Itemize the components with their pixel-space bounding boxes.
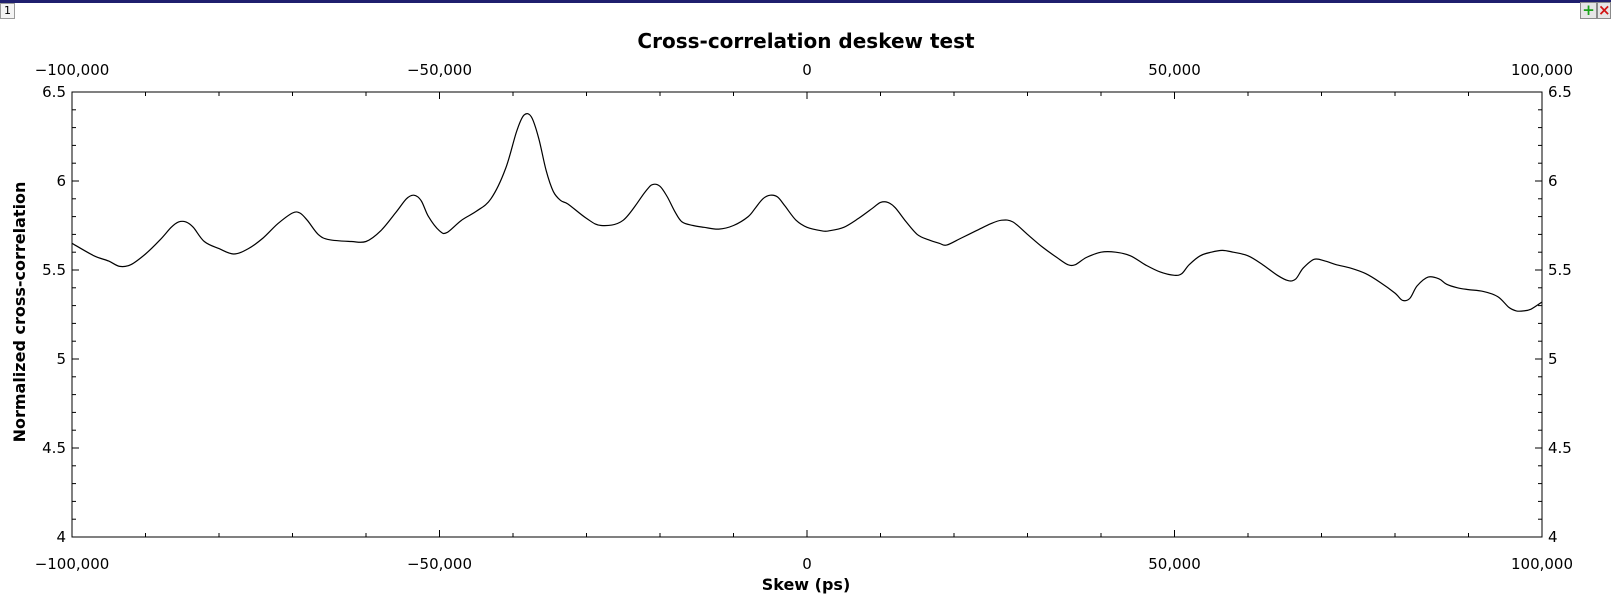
plus-icon[interactable]: + [1580, 2, 1597, 19]
y-tick-label-right: 4 [1548, 528, 1558, 546]
tab-number-badge[interactable]: 1 [0, 3, 15, 19]
x-tick-label-bottom: 0 [802, 555, 812, 573]
x-tick-label-top: −100,000 [35, 61, 110, 79]
x-tick-label-bottom: 100,000 [1511, 555, 1573, 573]
y-tick-label-right: 5 [1548, 350, 1558, 368]
y-tick-label-left: 5.5 [42, 261, 66, 279]
y-tick-label-left: 4.5 [42, 439, 66, 457]
y-tick-label-right: 4.5 [1548, 439, 1572, 457]
y-axis-title: Normalized cross-correlation [10, 182, 29, 443]
series-line [71, 113, 1543, 312]
axis-tick-labels: −100,000 −100,000 −50,000 −50,000 0 0 50,000 50… [35, 61, 1573, 573]
chart-title: Cross-correlation deskew test [637, 29, 975, 53]
y-tick-label-left: 6.5 [42, 83, 66, 101]
y-tick-label-left: 6 [56, 172, 66, 190]
x-axis-title: Skew (ps) [762, 575, 851, 594]
x-tick-label-top: 100,000 [1511, 61, 1573, 79]
window-top-bar [0, 0, 1611, 3]
y-tick-label-right: 6.5 [1548, 83, 1572, 101]
axis-ticks [71, 91, 1543, 538]
x-tick-label-top: −50,000 [407, 61, 472, 79]
x-tick-label-bottom: −100,000 [35, 555, 110, 573]
plot-frame [71, 91, 1543, 538]
x-tick-label-bottom: 50,000 [1148, 555, 1201, 573]
x-tick-label-bottom: −50,000 [407, 555, 472, 573]
x-tick-label-top: 50,000 [1148, 61, 1201, 79]
y-tick-label-left: 4 [56, 528, 66, 546]
close-icon[interactable]: × [1597, 1, 1611, 19]
x-tick-label-top: 0 [802, 61, 812, 79]
y-tick-label-right: 6 [1548, 172, 1558, 190]
y-tick-label-right: 5.5 [1548, 261, 1572, 279]
y-tick-label-left: 5 [56, 350, 66, 368]
